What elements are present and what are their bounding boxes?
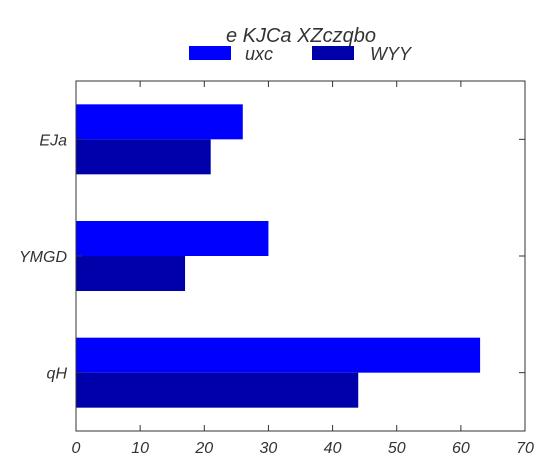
legend-label-wyy: WYY	[370, 44, 413, 64]
legend: uxc WYY	[189, 44, 413, 64]
legend-swatch-wyy	[312, 46, 354, 60]
bar-uxc-EJa	[76, 104, 243, 140]
ytick-label-YMGD: YMGD	[19, 249, 67, 266]
bar-WYY-qH	[76, 372, 359, 408]
ytick-label-qH: qH	[47, 366, 68, 383]
chart-title: e KJCa XZczqbo	[226, 25, 376, 47]
bar-uxc-YMGD	[76, 221, 269, 256]
xtick-label-70: 70	[516, 440, 534, 457]
xtick-label-30: 30	[260, 440, 278, 457]
xtick-label-50: 50	[388, 440, 406, 457]
xtick-label-0: 0	[72, 440, 81, 457]
legend-swatch-uxc	[189, 46, 231, 60]
legend-label-uxc: uxc	[245, 44, 273, 64]
bar-WYY-YMGD	[76, 256, 186, 291]
bar-WYY-EJa	[76, 139, 211, 175]
ticks: EJa YMGD qH 0 10 20 30 40 50 60 70	[19, 81, 534, 457]
xtick-label-60: 60	[452, 440, 470, 457]
bars	[76, 104, 481, 408]
ytick-label-EJa: EJa	[39, 132, 67, 149]
xtick-label-40: 40	[324, 440, 342, 457]
xtick-label-10: 10	[131, 440, 149, 457]
bar-uxc-qH	[76, 337, 481, 373]
xtick-label-20: 20	[194, 440, 213, 457]
